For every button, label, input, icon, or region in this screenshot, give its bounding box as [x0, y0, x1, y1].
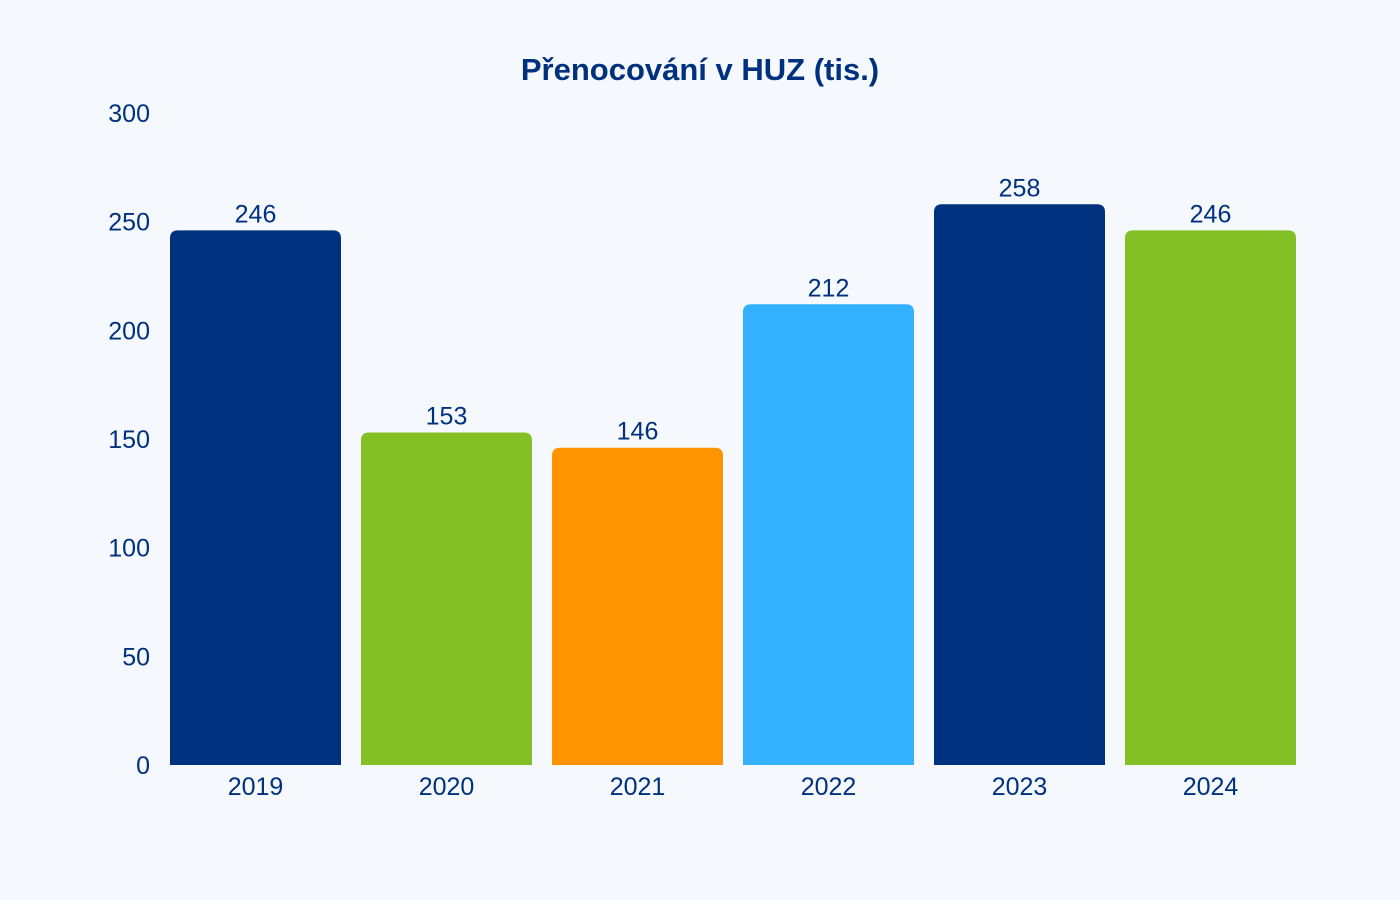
- x-tick-label: 2024: [1183, 773, 1239, 801]
- y-tick-label: 100: [108, 535, 150, 563]
- y-axis: 0 50 100 150 200 250 300: [108, 100, 150, 780]
- bars-group: [170, 204, 1296, 766]
- x-tick-label: 2020: [419, 773, 475, 801]
- data-label-2024: 246: [1190, 200, 1232, 228]
- y-tick-label: 50: [122, 643, 150, 671]
- bar-2019: [170, 230, 341, 766]
- y-tick-label: 0: [136, 752, 150, 780]
- data-labels-group: 246 153 146 212 258 246: [235, 174, 1232, 445]
- x-tick-label: 2022: [801, 773, 857, 801]
- bar-2021: [552, 447, 723, 765]
- bar-2023: [934, 204, 1105, 765]
- y-tick-label: 250: [108, 209, 150, 237]
- data-label-2023: 258: [999, 174, 1041, 202]
- x-tick-label: 2021: [610, 773, 666, 801]
- y-tick-label: 200: [108, 317, 150, 345]
- y-tick-label: 150: [108, 426, 150, 454]
- y-tick-label: 300: [108, 100, 150, 128]
- data-label-2022: 212: [808, 274, 850, 302]
- x-tick-label: 2023: [992, 773, 1048, 801]
- data-label-2021: 146: [617, 418, 659, 446]
- data-label-2019: 246: [235, 200, 277, 228]
- data-label-2020: 153: [426, 402, 468, 430]
- bar-2022: [743, 304, 914, 765]
- bar-2024: [1125, 230, 1296, 766]
- bar-2020: [361, 432, 532, 765]
- chart-title: Přenocování v HUZ (tis.): [521, 52, 879, 87]
- x-tick-label: 2019: [228, 773, 284, 801]
- x-axis: 2019 2020 2021 2022 2023 2024: [228, 773, 1239, 801]
